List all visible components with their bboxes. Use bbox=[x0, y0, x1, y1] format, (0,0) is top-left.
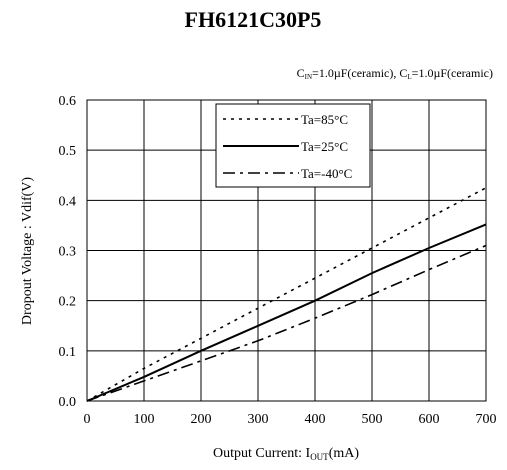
cin-subscript: IN bbox=[305, 73, 312, 81]
x-tick-label: 400 bbox=[305, 412, 326, 427]
x-tick-label: 100 bbox=[134, 412, 155, 427]
y-tick-label: 0.0 bbox=[59, 395, 77, 410]
y-tick-label: 0.2 bbox=[59, 295, 77, 310]
x-axis-label-main: Output Current: I bbox=[213, 446, 311, 461]
series-layer bbox=[86, 187, 487, 402]
series-line-0 bbox=[86, 187, 487, 402]
x-tick-label: 200 bbox=[191, 412, 212, 427]
x-tick-label: 500 bbox=[362, 412, 383, 427]
x-axis-label-subscript: OUT bbox=[310, 452, 329, 462]
x-axis-label-unit: (mA) bbox=[329, 446, 360, 461]
cl-value: =1.0µF(ceramic) bbox=[412, 66, 493, 80]
legend-label-1: Ta=25°C bbox=[301, 139, 348, 154]
cl-subscript: L bbox=[407, 73, 411, 81]
cin-symbol: C bbox=[297, 66, 305, 80]
y-axis-label: Dropout Voltage : Vdif(V) bbox=[20, 177, 35, 325]
x-tick-label: 0 bbox=[84, 412, 91, 427]
legend-label-0: Ta=85°C bbox=[301, 112, 348, 127]
y-tick-label: 0.1 bbox=[59, 345, 77, 360]
y-tick-label: 0.5 bbox=[59, 144, 77, 159]
y-tick-label: 0.6 bbox=[59, 94, 77, 109]
series-line-1 bbox=[86, 223, 487, 402]
y-tick-label: 0.4 bbox=[59, 194, 77, 209]
x-tick-label: 300 bbox=[248, 412, 269, 427]
legend: Ta=85°C Ta=25°C Ta=-40°C bbox=[215, 103, 371, 188]
y-tick-label: 0.3 bbox=[59, 245, 77, 260]
chart-title: FH6121C30P5 bbox=[185, 7, 322, 32]
x-axis-label: Output Current: IOUT(mA) bbox=[213, 446, 359, 462]
legend-label-2: Ta=-40°C bbox=[301, 166, 352, 181]
x-tick-label: 700 bbox=[476, 412, 497, 427]
tick-labels: 0 100 200 300 400 500 600 700 0.0 0.1 0.2 0.3 0.4 0.5… bbox=[59, 94, 497, 427]
cl-symbol: C bbox=[399, 66, 407, 80]
series-line-2 bbox=[86, 244, 487, 402]
cin-value: =1.0µF(ceramic), bbox=[312, 66, 399, 80]
plot-frame bbox=[86, 99, 487, 402]
condition-text: CIN=1.0µF(ceramic), CL=1.0µF(ceramic) bbox=[297, 66, 493, 81]
x-tick-label: 600 bbox=[419, 412, 440, 427]
